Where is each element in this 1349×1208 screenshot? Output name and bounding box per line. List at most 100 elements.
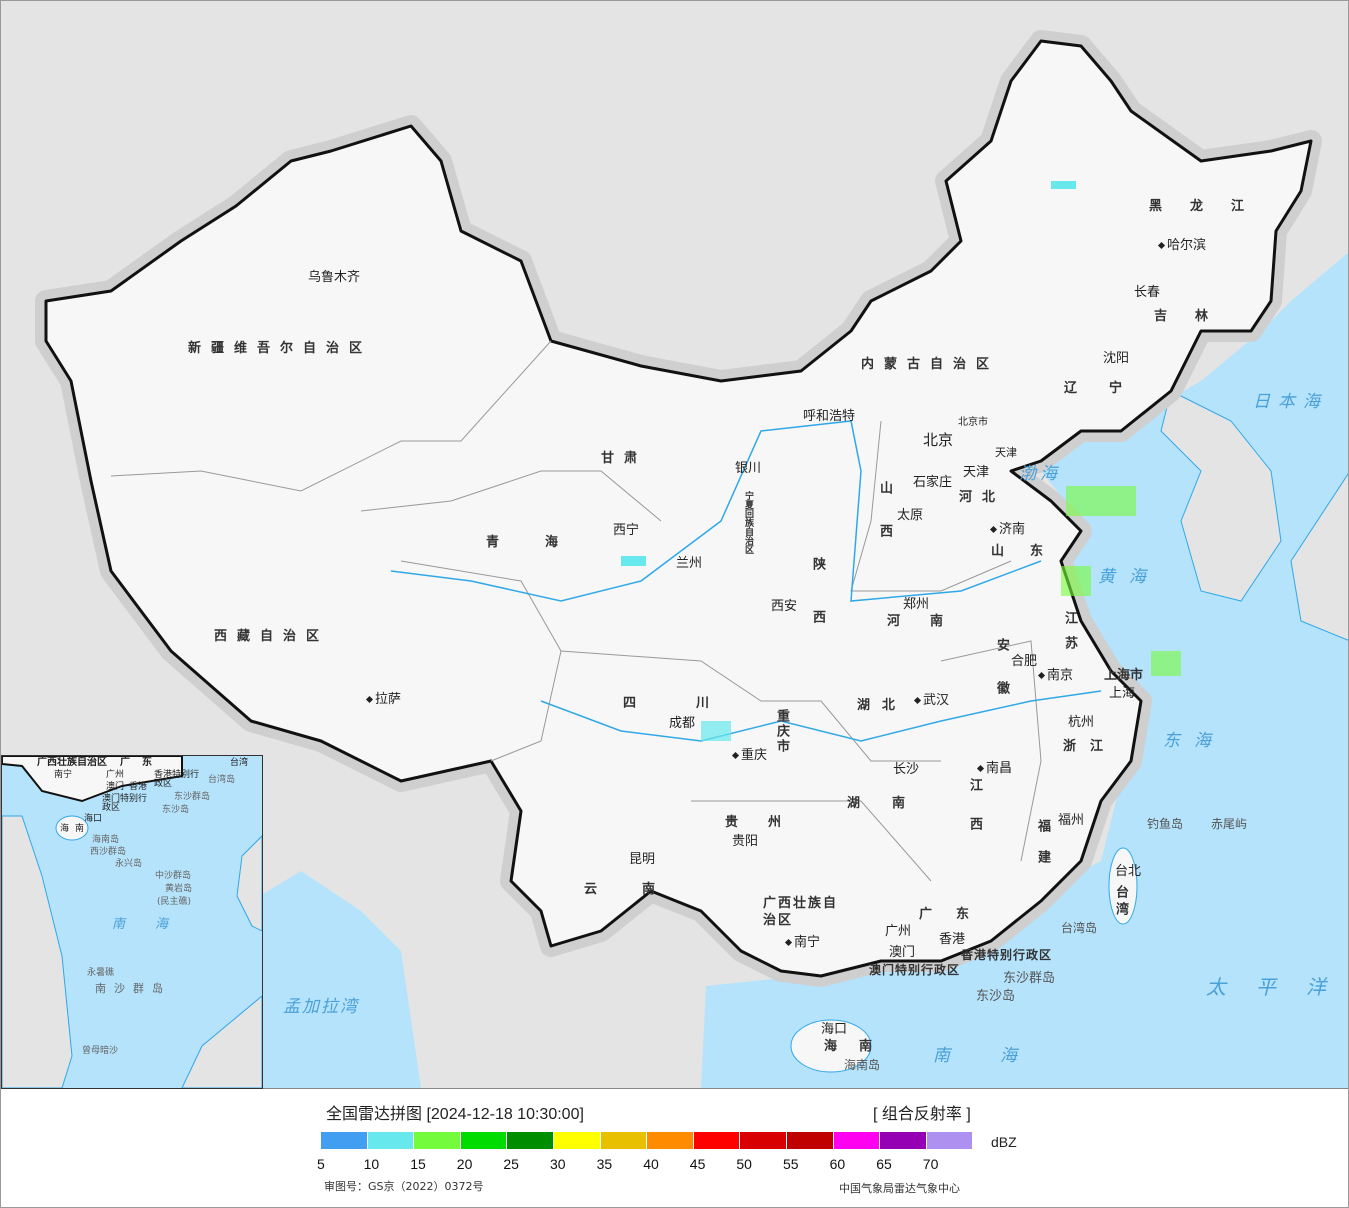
color-swatch — [833, 1132, 880, 1149]
color-swatch — [787, 1132, 833, 1149]
product-name: [ 组合反射率 ] — [873, 1106, 971, 1123]
tick-label: 10 — [363, 1156, 380, 1172]
city-label: 重庆 — [733, 749, 767, 762]
inset-label: (民主礁) — [157, 897, 192, 907]
province-label: 山西 — [877, 481, 892, 567]
island-label: 东沙岛 — [976, 989, 1016, 1004]
color-swatch — [926, 1132, 973, 1149]
city-label: 南京 — [1039, 669, 1073, 682]
city-label: 沈阳 — [1103, 351, 1130, 366]
color-swatch — [507, 1132, 553, 1149]
color-swatch — [647, 1132, 693, 1149]
tick-label: 20 — [456, 1156, 473, 1172]
province-label: 台湾 — [1113, 885, 1128, 919]
rivers — [390, 420, 1102, 742]
province-label: 贵州 — [725, 815, 812, 830]
color-swatch — [554, 1132, 600, 1149]
city-label: 郑州 — [903, 597, 930, 612]
approval-number: 审图号：GS京（2022）0372号 — [324, 1180, 484, 1193]
province-label: 甘肃 — [601, 451, 648, 466]
city-label: 成都 — [669, 716, 696, 731]
city-label: 天津 — [963, 465, 990, 480]
province-label: 内蒙古自治区 — [861, 357, 1000, 372]
tick-label: 45 — [689, 1156, 706, 1172]
city-label: 呼和浩特 — [803, 409, 856, 424]
city-label: 武汉 — [915, 694, 949, 707]
city-label: 银川 — [735, 461, 762, 476]
province-label: 广西壮族自治区 — [763, 896, 839, 928]
city-label: 台北 — [1115, 864, 1142, 879]
tick-label: 35 — [596, 1156, 613, 1172]
island-label: 海南岛 — [844, 1058, 881, 1072]
inset-label: 广西壮族自治区 — [37, 757, 107, 768]
city-label: 拉萨 — [367, 693, 401, 706]
map-shapes — [35, 30, 1348, 1088]
tick-label: 25 — [503, 1156, 519, 1172]
korea — [1160, 390, 1282, 602]
inset-label: 海南岛 — [92, 835, 120, 845]
island-label: 钓鱼岛 — [1147, 817, 1184, 831]
inset-label: 台湾岛 — [208, 775, 236, 785]
province-label: 辽宁 — [1064, 381, 1155, 396]
province-label: 湖北 — [857, 698, 908, 713]
inset-label: 西沙群岛 — [90, 847, 127, 857]
city-label: 贵阳 — [732, 834, 759, 849]
island-label: 赤尾屿 — [1211, 817, 1248, 831]
inset-label: 海口 — [84, 814, 103, 824]
tick-label: 70 — [922, 1156, 939, 1172]
inset-label: 广州 — [106, 770, 125, 780]
province-label: 山东 — [991, 544, 1070, 559]
tick-label: 15 — [410, 1156, 426, 1172]
color-swatch — [740, 1132, 786, 1149]
city-label: 长沙 — [893, 762, 920, 777]
inset-shapes — [2, 756, 262, 1088]
city-label: 北京 — [923, 431, 954, 449]
legend-title: 全国雷达拼图 [2024-12-18 10:30:00] — [326, 1106, 584, 1123]
province-label: 吉林 — [1154, 309, 1237, 324]
inset-label: 广东 — [120, 757, 164, 768]
city-label: 杭州 — [1068, 715, 1095, 730]
taiwan-island — [1108, 847, 1138, 925]
china-land — [44, 39, 1313, 978]
province-label: 江苏 — [1062, 611, 1077, 661]
province-label: 云南 — [584, 882, 701, 897]
province-label: 香港特别行政区 — [961, 948, 1053, 962]
city-label: 合肥 — [1011, 654, 1038, 669]
province-label: 四川 — [623, 696, 770, 711]
city-label: 石家庄 — [913, 475, 953, 490]
city-label: 兰州 — [676, 556, 703, 571]
radar-echoes — [621, 181, 1181, 741]
radar-map[interactable]: 新疆维吾尔自治区 西藏自治区 青海 甘肃 内蒙古自治区 黑龙江 吉林 辽宁 河北… — [1, 1, 1349, 1089]
hainan-island — [790, 1019, 872, 1073]
province-label: 上海市 — [1104, 668, 1144, 683]
province-label: 北京市 — [958, 417, 988, 428]
city-label: 南昌 — [978, 762, 1012, 775]
sea-label: 日本海 — [1253, 392, 1328, 412]
inset-label: 永兴岛 — [115, 859, 143, 869]
city-label: 昆明 — [629, 852, 656, 867]
city-label: 西安 — [771, 599, 798, 614]
unit-label: dBZ — [991, 1134, 1017, 1150]
province-label: 天津 — [995, 446, 1017, 459]
sea-label: 太平洋 — [1206, 975, 1349, 999]
sea-label: 东海 — [1163, 731, 1225, 751]
legend-panel: 全国雷达拼图 [2024-12-18 10:30:00] [ 组合反射率 ] d… — [1, 1089, 1348, 1207]
inset-label: 海南 — [60, 824, 91, 834]
sea-east — [701, 252, 1348, 1088]
province-label: 陕西 — [810, 557, 825, 663]
city-label: 长春 — [1134, 285, 1161, 300]
province-label: 海南 — [824, 1039, 895, 1054]
province-label: 西藏自治区 — [214, 629, 330, 644]
inset-label: 东沙群岛 — [174, 792, 211, 802]
province-label: 广东 — [919, 907, 994, 922]
province-label: 湖南 — [847, 796, 938, 811]
south-china-sea-inset: 广西壮族自治区 南宁 广东 广州 澳门 香港 香港特别行政区 澳门特别行政区 台… — [1, 755, 263, 1089]
city-label: 太原 — [897, 508, 924, 523]
province-label: 宁夏回族自治区 — [743, 491, 753, 554]
city-label: 哈尔滨 — [1159, 239, 1206, 252]
inset-label: 南沙群岛 — [95, 982, 171, 995]
province-label: 河南 — [887, 614, 974, 629]
sea-bengal — [231, 871, 421, 1088]
city-label: 广州 — [885, 924, 912, 939]
